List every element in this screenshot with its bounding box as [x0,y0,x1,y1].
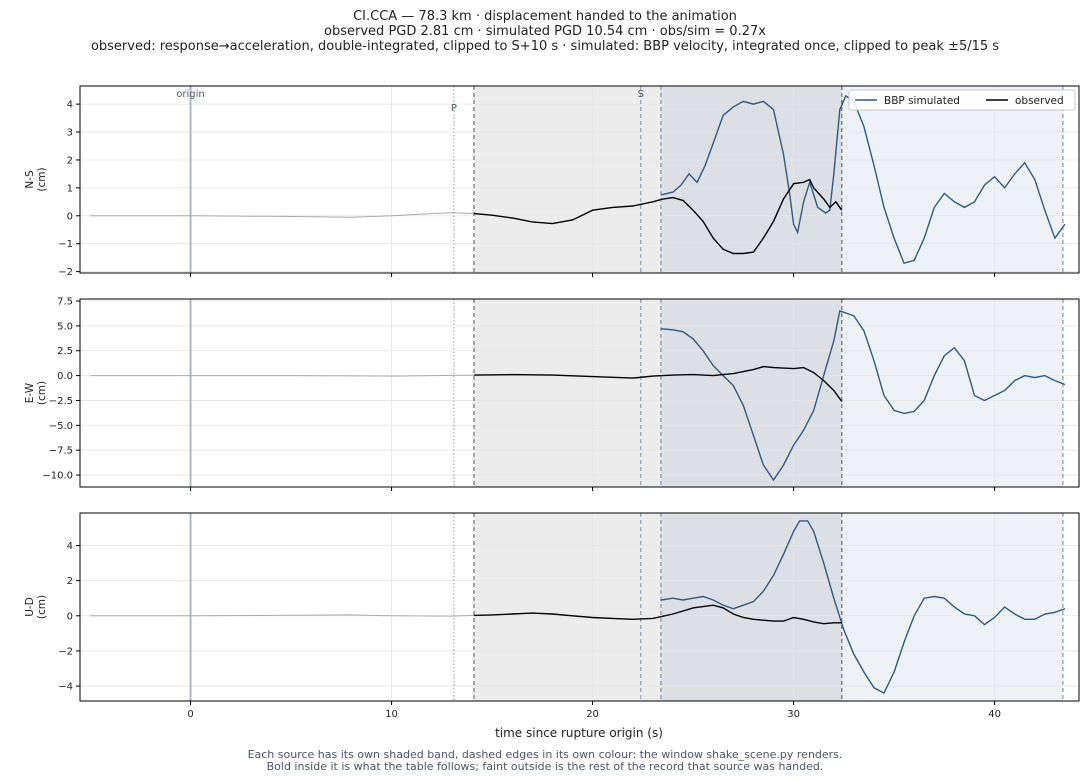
y-tick-label: −10.0 [42,471,73,482]
simulated-line [660,94,1066,265]
simulated-line [660,520,1066,695]
y-tick-label: 4 [67,100,73,111]
y-tick-label: −2 [58,646,73,657]
overlap-window-band [660,513,842,701]
y-tick-label: 5.0 [57,321,73,332]
legend-box [848,89,1076,111]
y-tick-label: 4 [67,541,73,552]
x-tick-label: 40 [988,709,1001,720]
observed-faint-line [90,374,475,377]
y-axis-label-line: (cm) [36,595,48,619]
y-axis-label-line: U-D [24,597,36,617]
y-tick-label: −1 [58,239,73,250]
origin-label: origin [176,89,204,100]
observed-line [473,604,842,625]
y-tick-label: 3 [67,128,73,139]
y-tick-label: −7.5 [49,446,73,457]
y-tick-label: −5.0 [49,421,73,432]
axes-frame [79,298,1080,488]
y-axis-label-line: (cm) [36,381,48,405]
footer-line-2: Bold inside it is what the table follows… [267,760,824,773]
y-tick-label: 0 [67,611,73,622]
title-line-2: observed PGD 2.81 cm · simulated PGD 10.… [324,24,766,39]
figure-header: CI.CCA — 78.3 km · displacement handed t… [91,9,999,54]
y-axis-label-line: N-S [24,170,36,189]
x-tick-label: 0 [187,709,193,720]
panel-e-w: −10.0 −7.5 −5.0 −2.5 0.0 2.5 5.0 7.5 E-W(cm) [24,296,1080,491]
p-label: P [451,103,457,114]
observed-line [473,365,843,402]
x-tick-label: 20 [586,709,599,720]
observed-faint-line [90,614,475,617]
axes-frame [79,512,1080,702]
x-axis-label: time since rupture origin (s) [495,726,663,740]
y-tick-label: 1 [67,183,73,194]
observed-line [473,178,843,255]
observed-faint-line [90,212,475,218]
legend: BBP simulated observed [848,89,1076,111]
y-axis-label-line: E-W [24,382,36,403]
y-tick-label: 2 [67,576,73,587]
title-line-3: observed: response→acceleration, double-… [91,39,999,54]
overlap-window-band [660,299,842,487]
simulated-line [660,309,1066,482]
y-tick-label: 2 [67,155,73,166]
y-tick-label: 0 [67,211,73,222]
y-axis-label-line: (cm) [36,167,48,191]
s-label: S [638,89,644,100]
footer-line-1: Each source has its own shaded band, das… [248,748,843,761]
y-tick-label: 7.5 [57,296,73,307]
legend-simulated-label: BBP simulated [884,95,960,107]
y-axis-label: N-S(cm) [24,167,48,191]
title-line-1: CI.CCA — 78.3 km · displacement handed t… [353,9,737,24]
y-axis-label: U-D(cm) [24,595,48,619]
legend-observed-label: observed [1015,95,1064,107]
figure-footer: Each source has its own shaded band, das… [248,748,843,773]
axes-frame [79,85,1080,274]
y-tick-label: 0.0 [57,371,73,382]
y-axis-label: E-W(cm) [24,381,48,405]
y-tick-label: −2.5 [49,396,73,407]
y-tick-label: 2.5 [57,346,73,357]
y-tick-label: −2 [58,267,73,278]
panel-n-s: −2 −1 0 1 2 3 4 N-S(cm) origin P S BBP simulated obs… [24,85,1080,278]
overlap-window-band [660,86,842,273]
y-tick-label: −4 [58,682,73,693]
x-tick-label: 30 [787,709,800,720]
x-tick-label: 10 [385,709,398,720]
